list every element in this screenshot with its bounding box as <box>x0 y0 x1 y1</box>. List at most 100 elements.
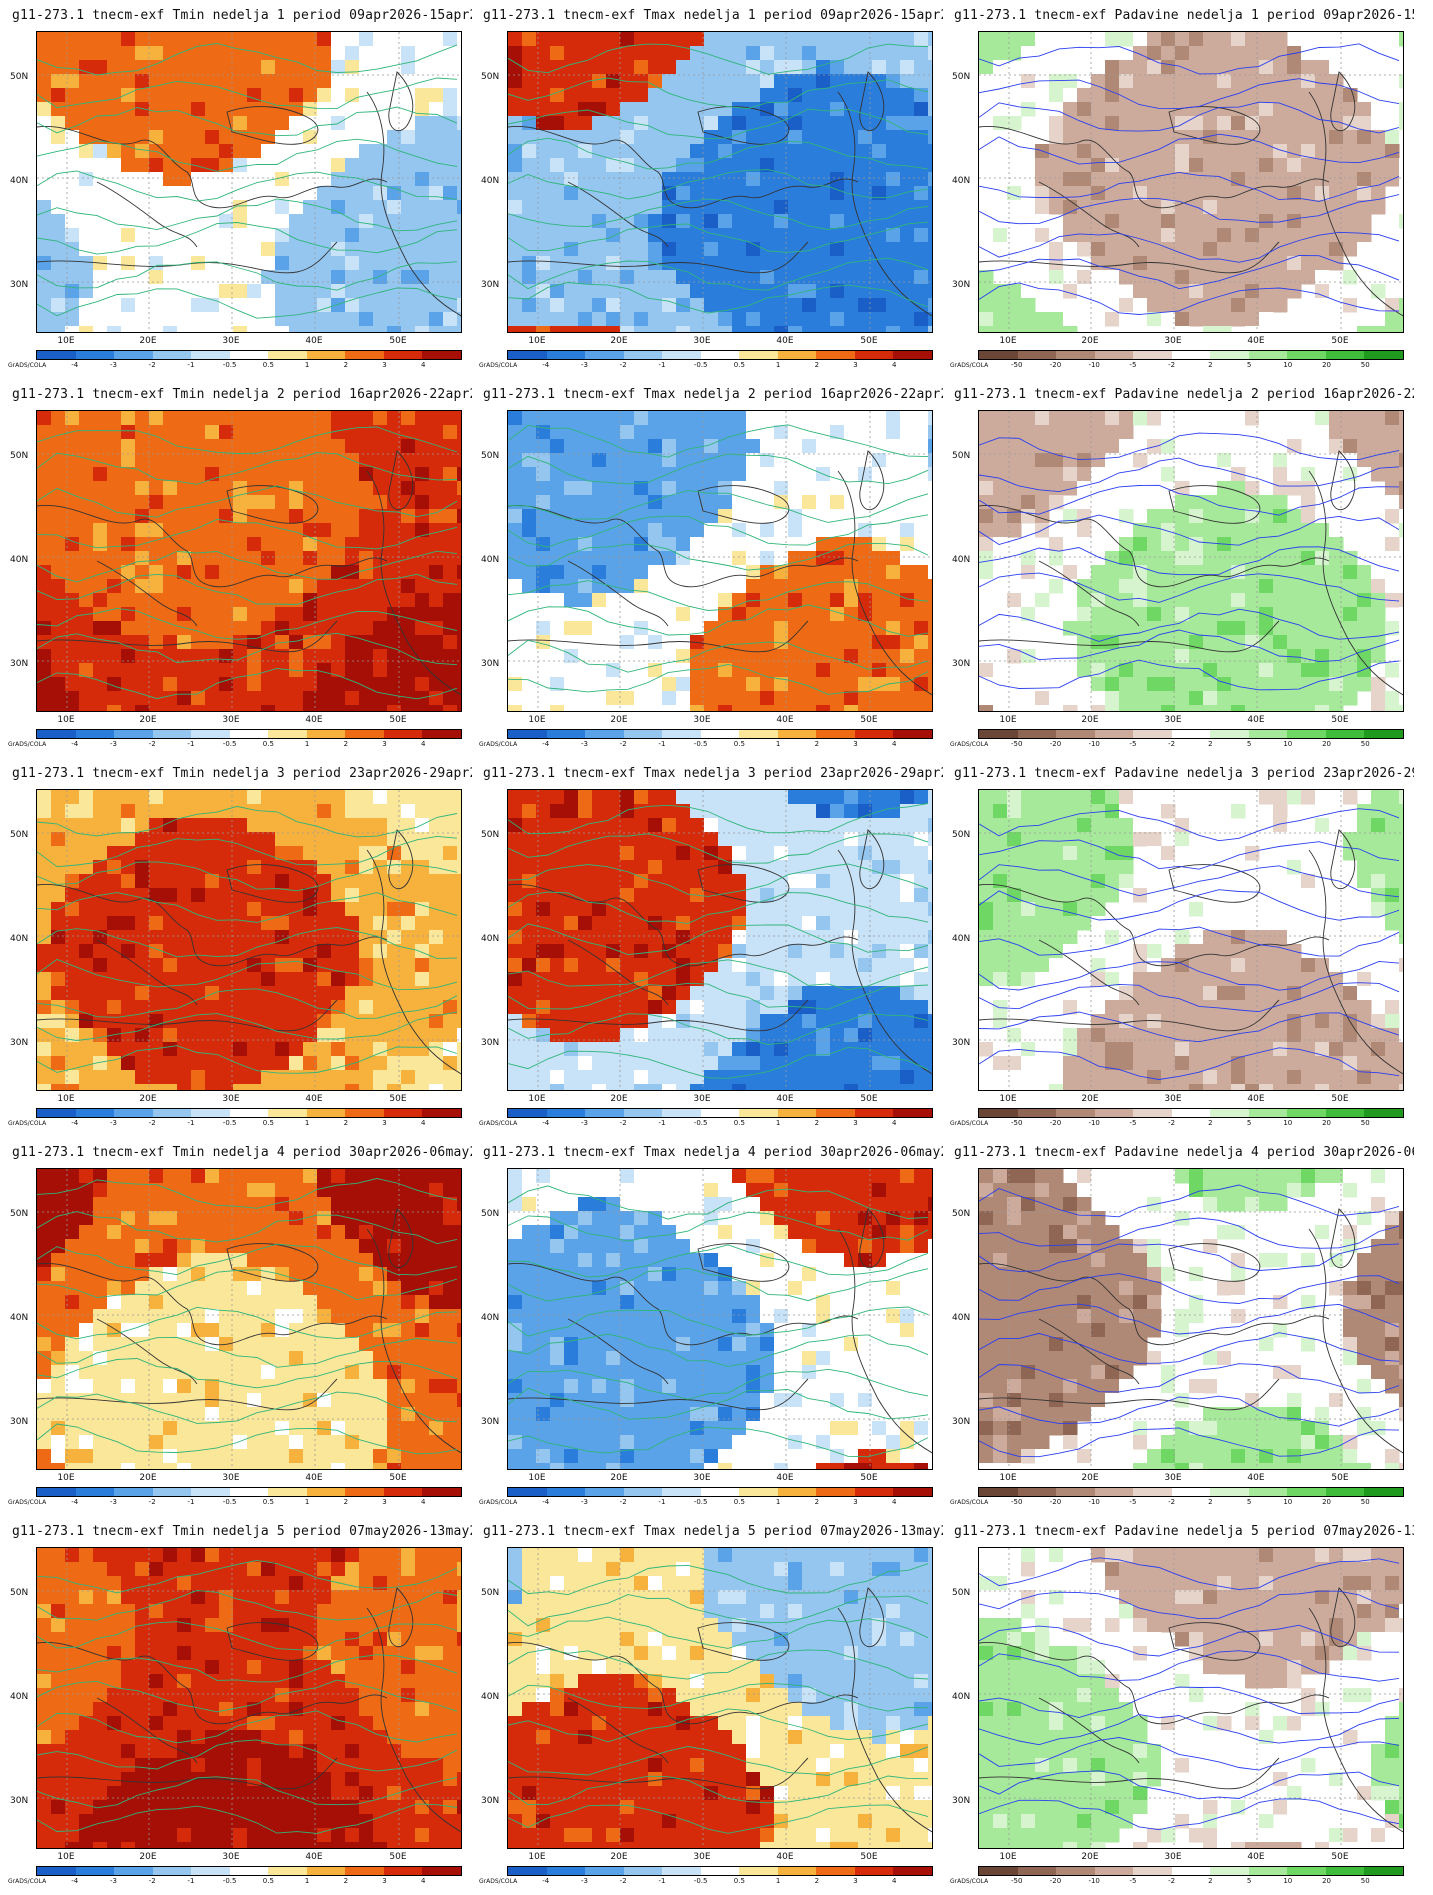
grads-credit: GrADS/COLA <box>479 1120 518 1127</box>
color-scale-swatch <box>306 730 346 738</box>
color-scale-swatch <box>268 351 307 359</box>
color-scale-swatch <box>268 1867 307 1875</box>
color-scale-swatch <box>1056 730 1095 738</box>
color-scale-swatch <box>739 1488 778 1496</box>
longitude-label: 40E <box>1247 336 1265 346</box>
anomaly-map <box>36 1168 462 1470</box>
latitude-label: 50N <box>10 1588 29 1598</box>
color-scale-swatch <box>1364 351 1404 359</box>
anomaly-map <box>36 789 462 1091</box>
color-scale-bar <box>507 1487 933 1497</box>
panel-title: g11-273.1 tnecm-exf Padavine nedelja 2 p… <box>954 387 1414 402</box>
color-scale-label: -1 <box>658 1119 666 1127</box>
color-scale-label: -3 <box>580 1498 588 1506</box>
color-scale-swatch <box>585 351 624 359</box>
color-scale-label: 0.5 <box>733 1498 745 1506</box>
map-panel-tmax-week-2: g11-273.1 tnecm-exf Tmax nedelja 2 perio… <box>477 383 943 753</box>
color-scale-swatch <box>1248 1109 1288 1117</box>
longitude-label: 30E <box>222 1094 240 1104</box>
grads-credit: GrADS/COLA <box>950 741 989 748</box>
color-scale-swatch <box>1248 730 1288 738</box>
color-scale-swatch <box>1287 351 1326 359</box>
color-scale-swatch <box>114 1109 153 1117</box>
color-scale-label: -20 <box>1049 1498 1062 1506</box>
color-scale-swatch <box>979 1867 1018 1875</box>
color-scale-label: -4 <box>542 1877 550 1885</box>
color-scale-label: -3 <box>580 1877 588 1885</box>
map-panel-tmax-week-1: g11-273.1 tnecm-exf Tmax nedelja 1 perio… <box>477 4 943 374</box>
color-scale-label: 2 <box>814 361 820 369</box>
panel-title: g11-273.1 tnecm-exf Padavine nedelja 5 p… <box>954 1524 1414 1539</box>
color-scale-label: 5 <box>1246 1119 1252 1127</box>
longitude-label: 50E <box>860 1473 878 1483</box>
color-scale-swatch <box>508 1109 547 1117</box>
anomaly-map <box>978 789 1404 1091</box>
color-scale-swatch <box>1210 730 1249 738</box>
color-scale-swatch <box>114 1867 153 1875</box>
color-scale-swatch <box>508 1488 547 1496</box>
color-scale-swatch <box>623 1109 663 1117</box>
latitude-label: 40N <box>10 176 29 186</box>
panel-title: g11-273.1 tnecm-exf Tmax nedelja 4 perio… <box>483 1145 943 1160</box>
color-scale-swatch <box>816 1109 855 1117</box>
longitude-label: 40E <box>1247 1852 1265 1862</box>
color-scale-swatch <box>816 351 855 359</box>
color-scale-swatch <box>422 730 462 738</box>
color-scale-swatch <box>152 1109 192 1117</box>
color-scale-label: -5 <box>1129 1877 1137 1885</box>
anomaly-map <box>978 410 1404 712</box>
color-scale-label: 4 <box>892 1498 897 1506</box>
color-scale-label: 1 <box>775 740 781 748</box>
color-scale-swatch <box>422 1488 462 1496</box>
color-scale-swatch <box>229 351 269 359</box>
color-scale-swatch <box>1364 730 1404 738</box>
color-scale-label: 1 <box>304 740 310 748</box>
color-scale-swatch <box>546 351 586 359</box>
color-scale-swatch <box>623 730 663 738</box>
color-scale-swatch <box>777 1109 817 1117</box>
longitude-label: 50E <box>1331 1852 1349 1862</box>
color-scale-swatch <box>979 1109 1018 1117</box>
latitude-label: 50N <box>10 1209 29 1219</box>
color-scale-swatch <box>1056 1488 1095 1496</box>
color-scale-label: 50 <box>1360 1498 1370 1506</box>
color-scale-label: -1 <box>658 361 666 369</box>
color-scale-label: -3 <box>109 1498 117 1506</box>
color-scale-label: -10 <box>1088 1877 1100 1885</box>
color-scale-swatch <box>37 1488 76 1496</box>
color-scale-swatch <box>345 1488 384 1496</box>
color-scale-swatch <box>979 730 1018 738</box>
color-scale-swatch <box>893 1867 933 1875</box>
color-scale-label: -20 <box>1049 740 1062 748</box>
map-panel-tmin-week-2: g11-273.1 tnecm-exf Tmin nedelja 2 perio… <box>6 383 472 753</box>
latitude-label: 30N <box>481 659 500 669</box>
color-scale-swatch <box>37 1109 76 1117</box>
latitude-label: 50N <box>952 1209 971 1219</box>
latitude-label: 30N <box>10 659 29 669</box>
longitude-label: 40E <box>776 1473 794 1483</box>
color-scale-label: -2 <box>619 740 627 748</box>
color-scale-label: -2 <box>148 1498 156 1506</box>
color-scale-swatch <box>662 1867 701 1875</box>
color-scale-label: 3 <box>382 1877 387 1885</box>
color-scale-bar <box>507 1108 933 1118</box>
color-scale-label: 1 <box>304 1498 310 1506</box>
color-scale-swatch <box>268 1109 307 1117</box>
color-scale-label: -0.5 <box>222 1498 237 1506</box>
latitude-label: 50N <box>952 1588 971 1598</box>
color-scale-swatch <box>114 730 153 738</box>
longitude-label: 10E <box>999 1094 1017 1104</box>
longitude-label: 30E <box>693 1852 711 1862</box>
longitude-label: 30E <box>222 715 240 725</box>
color-scale-swatch <box>229 1867 269 1875</box>
grads-credit: GrADS/COLA <box>8 362 47 369</box>
color-scale-label: 4 <box>421 740 426 748</box>
color-scale-swatch <box>1056 1109 1095 1117</box>
color-scale-label: -50 <box>1011 1119 1023 1127</box>
latitude-label: 40N <box>481 934 500 944</box>
color-scale-swatch <box>816 730 855 738</box>
longitude-label: 10E <box>57 336 75 346</box>
color-scale-swatch <box>1210 1488 1249 1496</box>
color-scale-label: -4 <box>542 361 550 369</box>
latitude-label: 40N <box>952 934 971 944</box>
